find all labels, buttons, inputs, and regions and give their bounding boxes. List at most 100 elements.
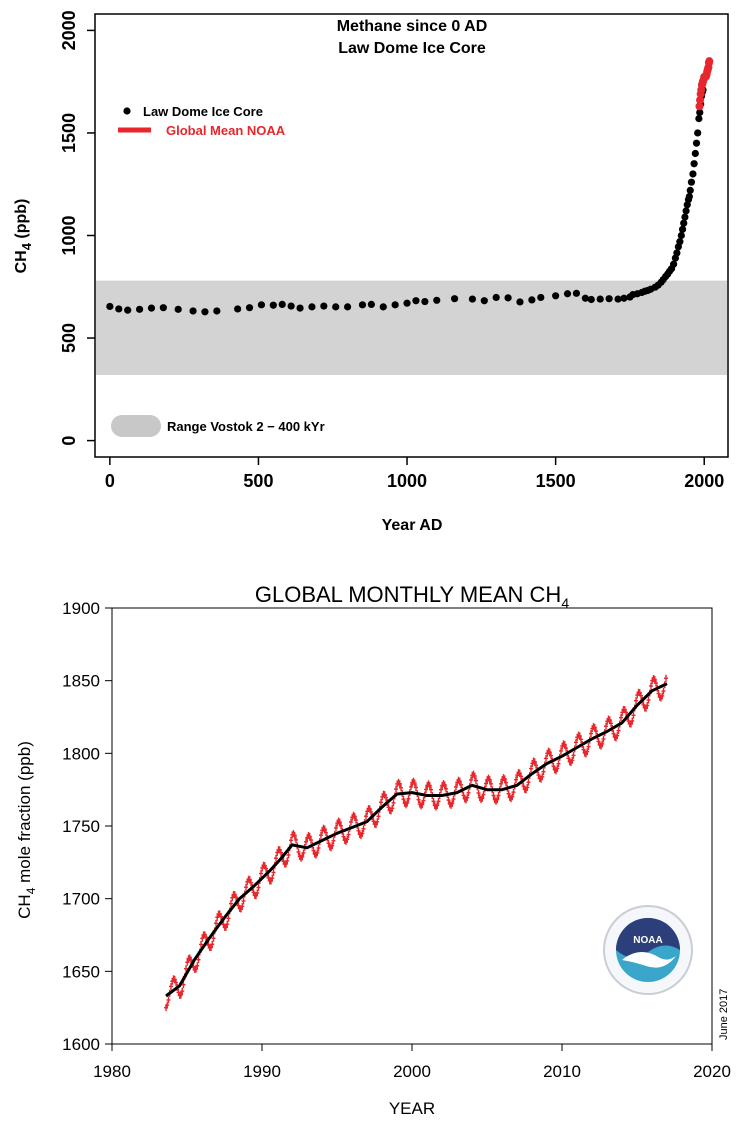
- monthly-mean-point: [316, 844, 321, 852]
- ice-core-point: [695, 114, 703, 123]
- monthly-mean-point: [369, 808, 373, 816]
- monthly-mean-point: [319, 831, 323, 839]
- noaa-point: [705, 57, 714, 66]
- monthly-mean-point: [409, 783, 413, 791]
- monthly-mean-point: [519, 772, 523, 780]
- ice-core-point: [135, 305, 144, 313]
- ice-core-point: [257, 301, 266, 309]
- monthly-mean-point: [234, 893, 238, 901]
- monthly-mean-point: [394, 785, 398, 793]
- ice-core-point: [680, 219, 688, 227]
- noaa-logo-text: NOAA: [633, 935, 662, 946]
- ice-core-point: [124, 306, 132, 314]
- ice-core-point: [201, 308, 209, 316]
- ice-core-point: [563, 290, 572, 298]
- monthly-mean-point: [639, 692, 643, 700]
- monthly-mean-point: [469, 776, 473, 784]
- monthly-mean-point: [566, 754, 571, 762]
- plot1-x-tick-label: 1500: [536, 471, 576, 491]
- monthly-mean-point: [616, 727, 621, 735]
- monthly-mean-point: [431, 797, 436, 805]
- monthly-mean-point: [346, 831, 351, 839]
- ice-core-point: [147, 304, 156, 312]
- ice-core-point: [516, 298, 524, 306]
- monthly-mean-point: [195, 962, 200, 970]
- monthly-mean-point: [645, 702, 650, 710]
- monthly-mean-point: [466, 789, 471, 797]
- monthly-mean-point: [249, 879, 253, 887]
- monthly-mean-point: [397, 780, 402, 788]
- monthly-mean-point: [331, 837, 336, 845]
- monthly-mean-point: [391, 799, 396, 807]
- ice-core-point: [685, 192, 693, 201]
- monthly-mean-point: [292, 831, 297, 839]
- monthly-mean-point: [544, 754, 548, 762]
- monthly-mean-point: [450, 800, 455, 808]
- monthly-mean-point: [414, 784, 418, 792]
- monthly-mean-point: [341, 833, 346, 841]
- monthly-mean-point: [586, 743, 591, 751]
- monthly-mean-point: [184, 965, 188, 973]
- monthly-mean-point: [551, 762, 556, 770]
- ice-core-point: [245, 304, 254, 312]
- plot2-x-tick-label: 2020: [693, 1062, 731, 1081]
- monthly-mean-point: [459, 781, 463, 789]
- ice-core-point: [213, 307, 221, 315]
- plot1-subtitle: Law Dome Ice Core: [338, 40, 486, 57]
- plot2-title: GLOBAL MONTHLY MEAN CH4: [255, 582, 569, 611]
- monthly-mean-point: [379, 798, 383, 806]
- monthly-mean-point: [604, 722, 608, 730]
- ice-core-point: [605, 295, 613, 303]
- monthly-mean-point: [315, 849, 320, 857]
- monthly-mean-point: [361, 825, 366, 833]
- monthly-mean-point: [270, 874, 275, 882]
- ice-core-point: [687, 178, 696, 186]
- monthly-mean-point: [309, 836, 313, 844]
- monthly-mean-point: [649, 682, 653, 690]
- monthly-mean-point: [214, 919, 218, 927]
- monthly-mean-point: [504, 779, 508, 787]
- monthly-mean-point: [472, 772, 477, 780]
- ice-core-point: [681, 213, 689, 221]
- plot2-x-tick-label: 2010: [543, 1062, 581, 1081]
- monthly-mean-point: [547, 748, 552, 756]
- monthly-mean-point: [296, 848, 301, 856]
- plot2-y-label-sub: 4: [24, 887, 38, 894]
- ice-core-point: [159, 304, 167, 312]
- ice-core-point: [234, 305, 242, 313]
- plot2-y-tick-label: 1700: [62, 890, 100, 909]
- plot2-x-tick-label: 1980: [93, 1062, 131, 1081]
- monthly-mean-point: [624, 708, 628, 716]
- monthly-mean-point: [541, 768, 546, 776]
- ice-core-point: [596, 295, 604, 303]
- monthly-mean-point: [664, 674, 668, 682]
- monthly-mean-point: [360, 830, 365, 838]
- monthly-mean-point: [375, 818, 380, 826]
- monthly-mean-point: [229, 900, 233, 908]
- plot1-x-label: Year AD: [382, 517, 443, 534]
- monthly-mean-point: [401, 795, 406, 803]
- monthly-mean-point: [570, 756, 575, 764]
- ice-core-point: [269, 301, 277, 309]
- ice-core-point: [689, 170, 697, 178]
- noaa-logo-bird: [622, 951, 676, 968]
- monthly-mean-point: [349, 818, 353, 826]
- monthly-mean-point: [390, 804, 395, 812]
- monthly-mean-point: [661, 687, 666, 695]
- noaa-point: [695, 102, 704, 111]
- date-annotation: June 2017: [718, 989, 730, 1040]
- monthly-mean-point: [180, 987, 185, 995]
- plot1-x-tick-label: 0: [105, 471, 115, 491]
- monthly-mean-point: [596, 737, 601, 745]
- monthly-mean-point: [444, 785, 448, 793]
- monthly-mean-point: [241, 897, 246, 905]
- band-legend-swatch: [111, 415, 161, 437]
- monthly-mean-point: [294, 836, 298, 844]
- ice-core-point: [379, 303, 387, 311]
- ice-core-point: [694, 129, 702, 137]
- monthly-mean-point: [219, 912, 223, 920]
- monthly-mean-point: [326, 839, 331, 847]
- monthly-mean-point: [489, 780, 493, 788]
- monthly-mean-point: [631, 711, 636, 719]
